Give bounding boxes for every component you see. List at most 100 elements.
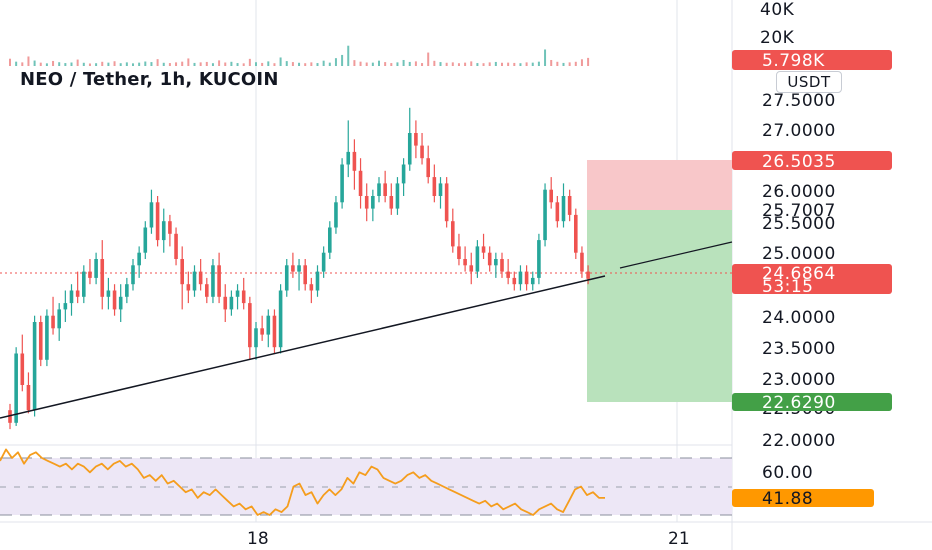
svg-text:41.88: 41.88	[762, 489, 813, 509]
volume-bar	[76, 59, 79, 66]
candle	[106, 277, 111, 310]
time-label-21: 21	[668, 529, 690, 549]
candle	[426, 145, 430, 184]
volume-bar	[45, 63, 48, 66]
candle	[555, 196, 560, 228]
candle-body	[69, 290, 74, 304]
volume-bar	[550, 59, 553, 66]
candle	[248, 296, 252, 360]
volume-bar	[347, 45, 350, 66]
candle	[401, 158, 406, 196]
volume-bar	[556, 61, 559, 66]
volume-bar	[150, 62, 153, 66]
volume-bar	[445, 62, 448, 66]
candle-body	[51, 315, 55, 329]
candle-body	[149, 202, 154, 228]
candle-body	[407, 133, 412, 165]
volume-bar	[175, 62, 178, 66]
candlesticks	[8, 107, 590, 430]
candle	[118, 284, 123, 322]
volume-badge: 5.798K	[732, 50, 892, 71]
candle-body	[45, 315, 49, 360]
candle-body	[32, 322, 37, 411]
volume-bar	[568, 62, 571, 66]
candle	[457, 233, 461, 266]
candle-body	[530, 277, 535, 285]
candle-body	[401, 164, 406, 184]
candle-body	[297, 265, 301, 272]
volume-bar	[537, 61, 540, 66]
volume-bar	[58, 62, 61, 66]
candle	[254, 322, 258, 360]
candle	[524, 265, 529, 291]
candle	[321, 246, 326, 278]
candle	[494, 252, 498, 278]
volume-bar	[156, 59, 159, 66]
candle-body	[26, 385, 31, 411]
time-label-18: 18	[247, 529, 269, 549]
candle-body	[20, 353, 25, 385]
candle-body	[137, 252, 141, 266]
candle-body	[211, 265, 215, 297]
candle-body	[260, 328, 264, 335]
candle-body	[82, 271, 86, 297]
price-label-27.0: 27.0000	[762, 121, 836, 141]
candle	[469, 252, 474, 285]
candle	[8, 403, 12, 430]
volume-bar	[544, 49, 547, 66]
candle-body	[131, 265, 135, 285]
candle	[444, 177, 449, 228]
currency-button[interactable]: USDT	[776, 71, 842, 93]
volume-bar	[408, 61, 411, 66]
candle-body	[549, 189, 553, 203]
candle-body	[580, 252, 584, 272]
candle	[512, 271, 517, 291]
price-label-25.5: 25.5000	[762, 214, 836, 234]
stop-loss-zone	[587, 160, 732, 210]
volume-bar	[414, 61, 417, 66]
candle-body	[309, 284, 314, 291]
candle	[475, 240, 480, 278]
candle	[481, 233, 486, 259]
candle-body	[567, 196, 572, 215]
candle	[309, 277, 314, 304]
candle	[543, 183, 547, 247]
candle-body	[358, 170, 363, 196]
candle-body	[463, 259, 467, 266]
candle-body	[364, 196, 369, 209]
candle-body	[420, 145, 424, 159]
candle	[75, 271, 80, 304]
candle-body	[118, 296, 123, 310]
volume-bar	[70, 62, 73, 66]
volume-bar	[113, 61, 116, 66]
entry-price-label: 25.7007	[762, 201, 836, 221]
volume-bar	[15, 61, 18, 66]
svg-text:22.6290: 22.6290	[762, 393, 836, 413]
candle	[260, 315, 264, 341]
volume-bar	[396, 62, 399, 66]
candle	[389, 183, 394, 215]
candle	[186, 271, 191, 304]
candle-body	[524, 271, 529, 285]
candle	[32, 315, 37, 417]
candle	[561, 183, 566, 228]
volume-bar	[427, 52, 430, 66]
volume-bar	[21, 62, 24, 66]
volume-bar	[513, 62, 516, 66]
candle-body	[543, 189, 547, 241]
candle-body	[198, 271, 203, 285]
price-label-23.0: 23.0000	[762, 370, 836, 390]
candle	[180, 246, 184, 310]
candle-body	[112, 290, 117, 310]
candle-body	[217, 265, 221, 297]
candle-body	[426, 158, 430, 178]
candle	[518, 265, 523, 291]
candle	[174, 227, 178, 266]
candle-body	[241, 290, 246, 304]
candle	[88, 259, 92, 285]
candle-body	[586, 271, 590, 279]
candle-body	[352, 151, 357, 171]
volume-bar	[470, 61, 473, 66]
trendline-support	[0, 275, 606, 419]
